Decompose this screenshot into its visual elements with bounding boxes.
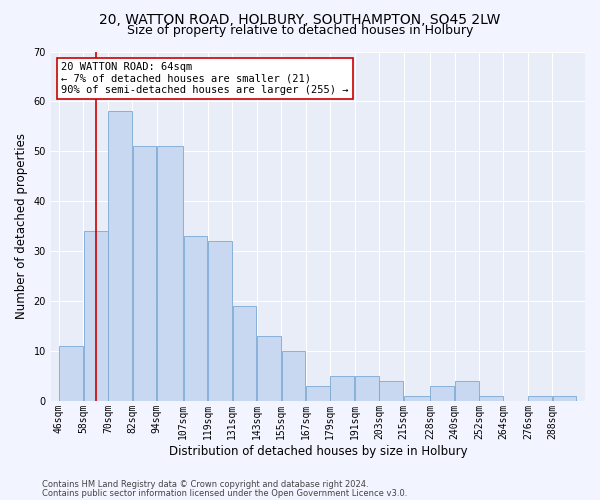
Text: Contains public sector information licensed under the Open Government Licence v3: Contains public sector information licen… bbox=[42, 490, 407, 498]
Text: Contains HM Land Registry data © Crown copyright and database right 2024.: Contains HM Land Registry data © Crown c… bbox=[42, 480, 368, 489]
Text: 20, WATTON ROAD, HOLBURY, SOUTHAMPTON, SO45 2LW: 20, WATTON ROAD, HOLBURY, SOUTHAMPTON, S… bbox=[100, 12, 500, 26]
Bar bbox=[257, 336, 281, 401]
Text: Size of property relative to detached houses in Holbury: Size of property relative to detached ho… bbox=[127, 24, 473, 37]
Bar bbox=[528, 396, 552, 401]
Bar bbox=[379, 381, 403, 401]
Bar bbox=[355, 376, 379, 401]
Bar bbox=[404, 396, 430, 401]
Bar bbox=[430, 386, 454, 401]
Bar bbox=[331, 376, 354, 401]
Bar bbox=[157, 146, 183, 401]
Bar bbox=[133, 146, 157, 401]
Text: 20 WATTON ROAD: 64sqm
← 7% of detached houses are smaller (21)
90% of semi-detac: 20 WATTON ROAD: 64sqm ← 7% of detached h… bbox=[61, 62, 349, 95]
Bar bbox=[59, 346, 83, 401]
Bar bbox=[208, 241, 232, 401]
Bar bbox=[479, 396, 503, 401]
Bar bbox=[455, 381, 479, 401]
Bar bbox=[553, 396, 577, 401]
Bar bbox=[281, 351, 305, 401]
X-axis label: Distribution of detached houses by size in Holbury: Distribution of detached houses by size … bbox=[169, 444, 467, 458]
Bar bbox=[84, 231, 107, 401]
Bar bbox=[233, 306, 256, 401]
Y-axis label: Number of detached properties: Number of detached properties bbox=[15, 133, 28, 319]
Bar bbox=[108, 112, 132, 401]
Bar bbox=[184, 236, 208, 401]
Bar bbox=[306, 386, 330, 401]
